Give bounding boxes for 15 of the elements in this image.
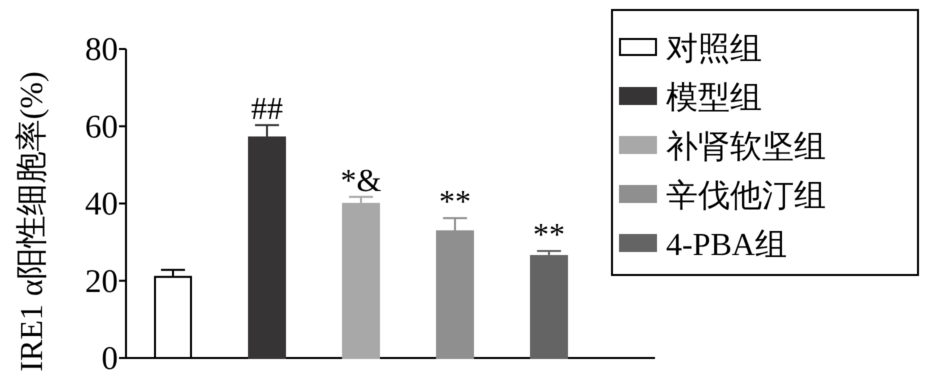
- legend-label: 补肾软坚组: [666, 128, 826, 164]
- annotation: ##: [251, 90, 283, 126]
- annotation: **: [439, 183, 471, 220]
- annotation: *&: [340, 162, 382, 198]
- y-tick-label: 40: [85, 186, 118, 222]
- y-tick-label: 20: [85, 264, 118, 300]
- legend-label: 模型组: [666, 79, 762, 115]
- y-axis-title: IRE1 α阳性细胞率(%): [13, 71, 49, 372]
- y-tick-label: 60: [85, 109, 118, 146]
- legend-label: 4-PBA组: [666, 226, 787, 262]
- legend-label: 对照组: [666, 30, 762, 66]
- y-tick-label: 0: [102, 341, 118, 377]
- annotation: **: [533, 216, 565, 252]
- y-tick-label: 80: [85, 32, 118, 68]
- legend-label: 辛伐他汀组: [666, 177, 826, 213]
